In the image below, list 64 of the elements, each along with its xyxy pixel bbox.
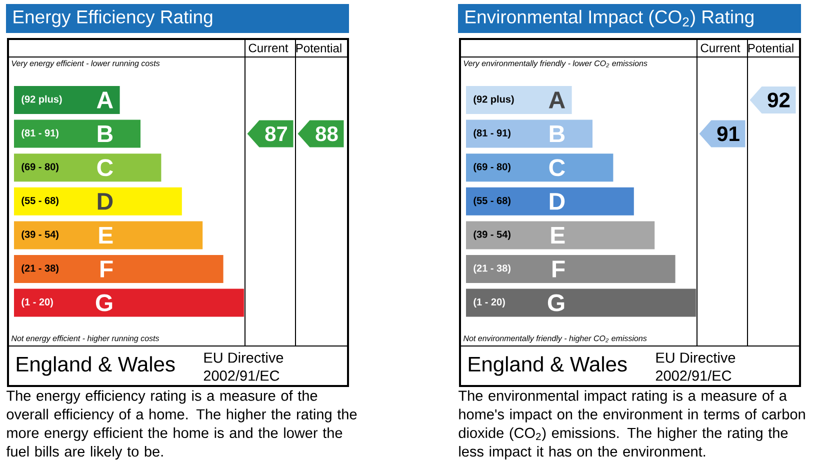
y-tick-label: (39 - 54) [474,230,510,240]
bar [466,187,634,216]
y-tick-label: (21 - 38) [22,264,58,274]
y-tick-label: (1 - 20) [474,298,505,308]
y-tick-label: (92 plus) [22,95,62,105]
y-tick-label: (81 - 91) [474,129,510,138]
bar [466,154,614,182]
bar [14,255,224,284]
y-tick-label: (39 - 54) [22,230,58,240]
y-tick-label: D [98,193,113,210]
y-tick-label: (92 plus) [474,95,514,105]
y-tick-label: (81 - 91) [22,129,58,138]
y-tick-label: F [100,260,113,278]
y-tick-label: (55 - 68) [22,196,58,206]
chart-title: Environmental Impact (CO$_{2}$) Rating [466,10,754,28]
text: Not energy efficient - higher running costs [11,335,160,343]
text: Very environmentally friendly - lower CO$_{2}$ emissions [464,60,648,68]
bar [14,120,140,148]
bar [466,288,696,317]
text: EU Directive [204,352,284,363]
y-tick-label: (21 - 38) [474,264,510,274]
text: EU Directive [656,352,736,363]
data-label: 87 [265,126,287,142]
y-tick-label: D [550,193,565,210]
data-label: 88 [316,126,338,142]
y-tick-label: E [99,226,113,244]
y-tick-label: (69 - 80) [474,162,510,172]
bar [466,255,676,284]
text: The energy efficiency rating is a measure of the overall efficiency of a home. The higher the rating the more energy efficient the home is and the lower the fuel bills are likely to be. [6,390,357,460]
text: The environmental impact rating is a measure of a home's impact on the environment in terms of carbon dioxide (CO$_{2}$) emissions. The higher the rating the less impact it has on the environment. [458,390,805,460]
text: England & Wales [16,356,175,376]
text: Very energy efficient - lower running costs [12,60,160,68]
y-tick-label: A [96,92,113,108]
bar [466,221,655,250]
bar [14,221,203,250]
bar [14,288,244,317]
text: Not environmentally friendly - higher CO$_{2}$ emissions [463,335,647,343]
bar [14,154,162,182]
x-tick-label: Potential [748,44,794,52]
y-tick-label: B [550,126,565,142]
y-tick-label: A [548,92,565,108]
x-tick-label: Current [248,44,288,52]
y-tick-label: (1 - 20) [22,298,53,308]
data-label: 92 [768,92,790,108]
y-tick-label: (55 - 68) [474,196,510,206]
text: 2002/91/EC [204,370,280,381]
chart-title: Energy Efficiency Rating [14,10,212,28]
y-tick-label: G [548,294,564,312]
x-tick-label: Potential [296,44,342,52]
data-label: 91 [717,126,740,142]
y-tick-label: C [549,159,565,176]
text: England & Wales [468,356,627,376]
bar [14,86,120,114]
bar [466,86,572,114]
y-tick-label: E [551,226,565,244]
y-tick-label: F [552,260,565,278]
x-tick-label: Current [700,44,740,52]
bar [14,187,182,216]
y-tick-label: C [97,159,113,176]
y-tick-label: (69 - 80) [22,162,58,172]
bar [466,120,593,148]
y-tick-label: B [98,126,113,142]
y-tick-label: G [96,294,112,312]
text: 2002/91/EC [656,370,732,381]
